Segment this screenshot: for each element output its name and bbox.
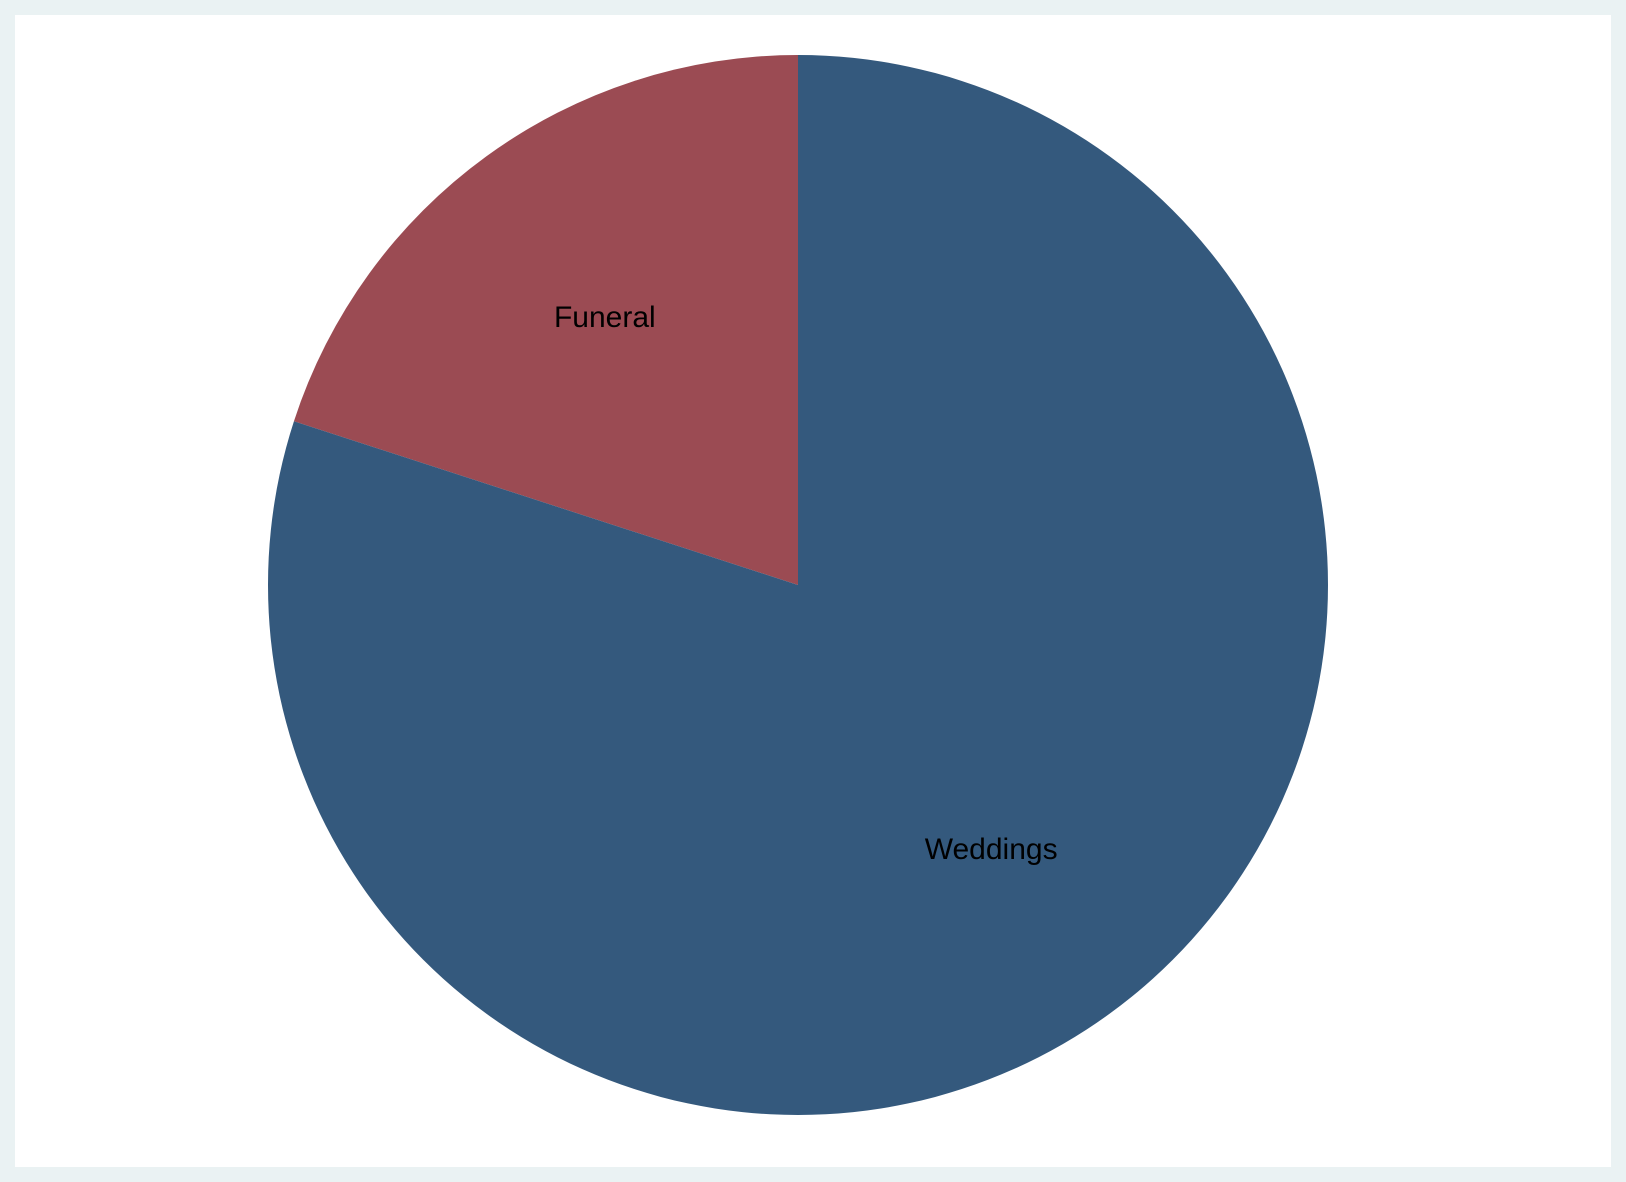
- pie-labels: Funeral Weddings: [554, 301, 1058, 866]
- pie-label-funeral: Funeral: [554, 301, 656, 334]
- pie-slice-weddings: [268, 55, 1329, 1115]
- pie-chart: Funeral Weddings: [268, 55, 1329, 1115]
- pie-slices: [268, 55, 1329, 1115]
- chart-frame: Funeral Weddings: [15, 15, 1611, 1167]
- pie-label-weddings: Weddings: [925, 833, 1058, 866]
- pie-slice-funeral: [293, 55, 798, 585]
